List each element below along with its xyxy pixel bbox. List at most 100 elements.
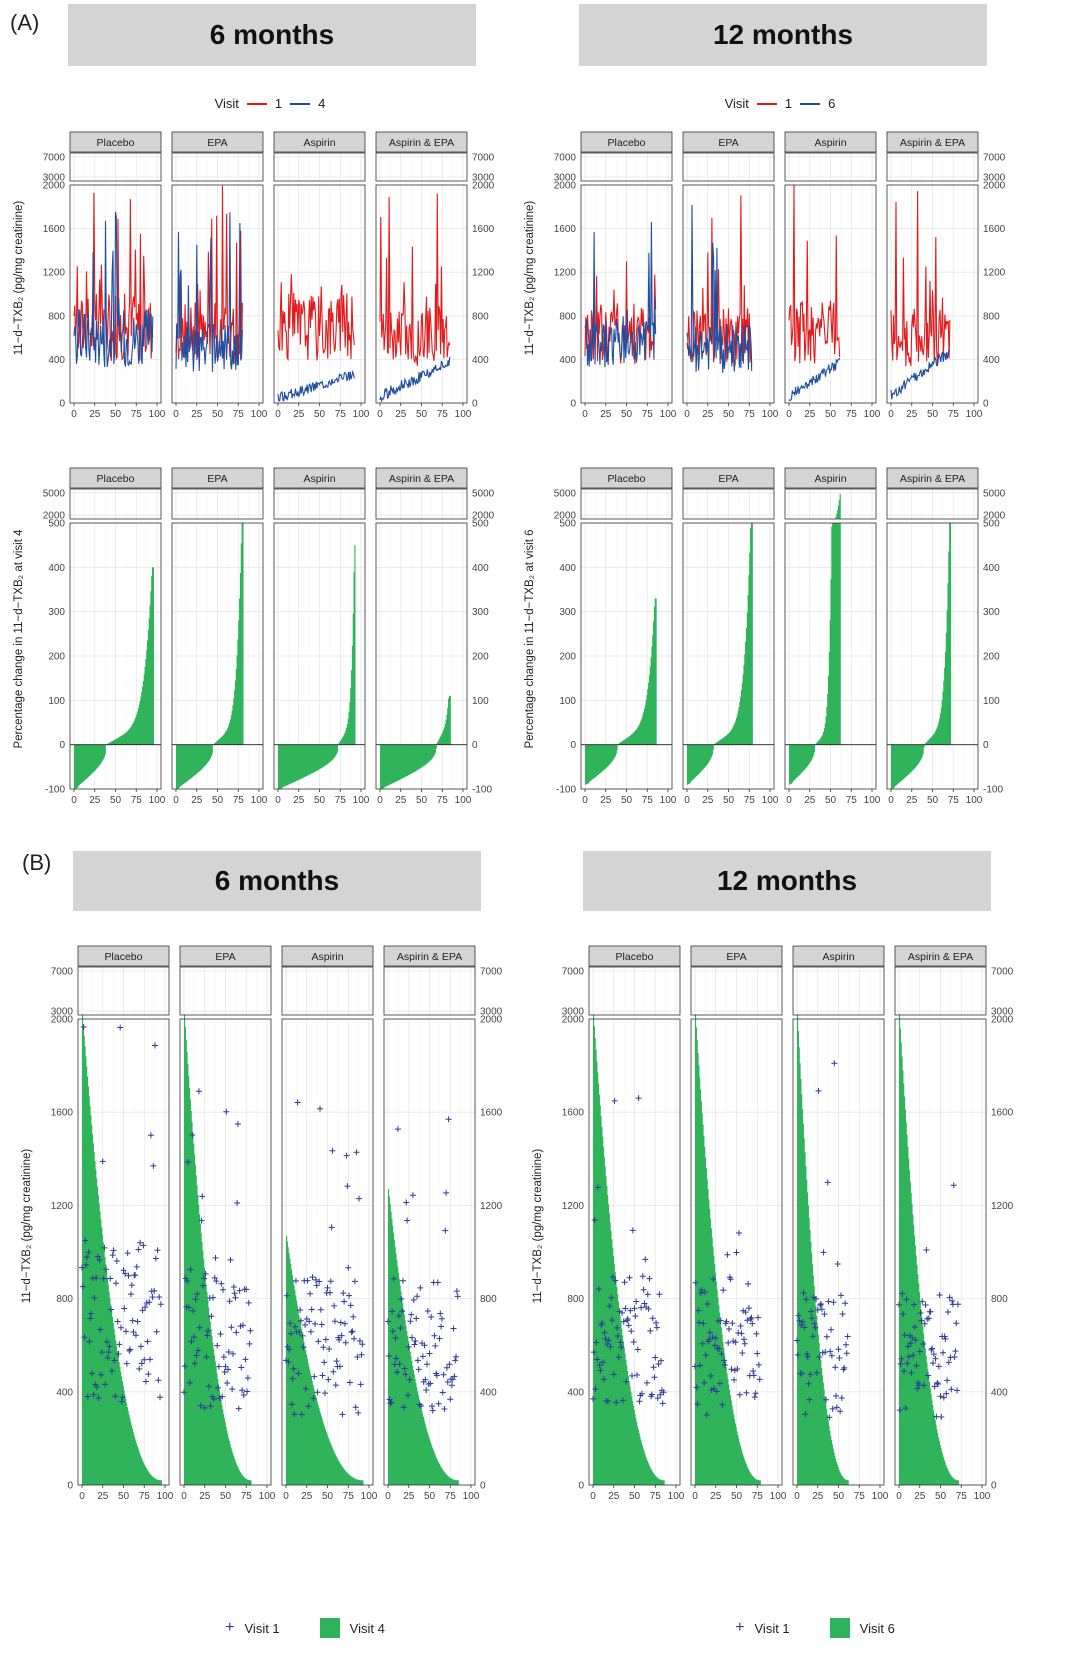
bar	[91, 1134, 94, 1485]
facet-label: Aspirin	[814, 473, 846, 485]
bar	[82, 744, 84, 782]
bar	[610, 744, 612, 763]
y-tick-label: 5000	[554, 489, 577, 500]
y-tick-label: 200	[559, 652, 576, 663]
bar	[894, 744, 896, 787]
bar	[195, 744, 198, 774]
facet-strip	[580, 131, 673, 153]
point-visit1	[203, 1353, 210, 1360]
point-visit1	[100, 1275, 107, 1282]
bar	[612, 744, 614, 761]
point-visit1	[150, 1162, 157, 1169]
point-visit1	[290, 1365, 297, 1372]
point-visit1	[833, 1392, 840, 1399]
bar	[903, 744, 905, 779]
bar	[927, 740, 929, 745]
bar	[608, 744, 610, 766]
bar	[318, 744, 320, 770]
bar	[726, 735, 728, 745]
point-visit1	[234, 1121, 241, 1128]
point-visit1	[121, 1305, 128, 1312]
y-tick-label: 2000	[554, 181, 577, 192]
bar	[613, 744, 615, 760]
bar	[891, 744, 893, 789]
bar	[201, 744, 203, 769]
bar	[804, 1152, 806, 1485]
bar	[944, 1462, 946, 1485]
bar	[663, 1480, 665, 1485]
point-visit1	[804, 1353, 811, 1360]
bar	[706, 744, 709, 765]
point-visit1	[445, 1116, 452, 1123]
bar	[381, 744, 383, 789]
facet-strip	[281, 945, 374, 967]
bar	[353, 1478, 355, 1485]
bar	[193, 1154, 196, 1485]
facet-label: EPA	[718, 137, 738, 149]
bar	[627, 737, 629, 745]
bar	[407, 1341, 410, 1485]
x-tick-label: 25	[293, 795, 305, 806]
point-visit1	[338, 1332, 345, 1339]
panel-frame	[273, 152, 366, 182]
bar	[758, 1480, 760, 1485]
bar	[152, 567, 154, 745]
bar	[437, 741, 439, 745]
bar	[291, 744, 293, 784]
bar	[151, 575, 153, 745]
x-tick-label: 0	[684, 409, 690, 420]
point-visit1	[224, 1380, 231, 1387]
facet-strip	[784, 131, 877, 153]
point-visit1	[653, 1324, 660, 1331]
bar	[185, 1039, 187, 1485]
bar	[741, 682, 743, 745]
bar	[917, 744, 919, 765]
bar	[308, 1366, 310, 1485]
point-visit1	[132, 1332, 139, 1339]
bar	[936, 727, 938, 745]
bar	[111, 1316, 114, 1485]
bar	[830, 579, 832, 745]
x-tick-label: 75	[642, 795, 654, 806]
bar	[645, 700, 647, 745]
x-tick-label: 100	[966, 409, 983, 420]
bar	[808, 744, 811, 764]
bar	[904, 744, 906, 778]
facet-label: Aspirin	[303, 473, 335, 485]
bar	[908, 1170, 911, 1485]
bar	[84, 744, 86, 780]
bar	[292, 744, 295, 783]
bar	[601, 1126, 603, 1485]
banner-a-left: 6 months	[68, 4, 476, 66]
bar	[815, 1306, 817, 1485]
bar	[748, 575, 750, 745]
point-visit1	[136, 1365, 143, 1372]
bar	[135, 1443, 138, 1485]
point-visit1	[208, 1313, 215, 1320]
point-visit1	[812, 1324, 819, 1331]
x-tick-label: 75	[139, 1491, 151, 1502]
bar	[726, 734, 728, 745]
bar	[828, 651, 830, 745]
point-visit1	[247, 1327, 254, 1334]
bar	[806, 1179, 808, 1485]
bar	[180, 744, 183, 786]
bar	[687, 744, 689, 785]
bar	[928, 1382, 931, 1485]
bar	[227, 1434, 229, 1485]
x-tick-label: 75	[233, 795, 245, 806]
series-visitn-line	[277, 369, 355, 402]
point-visit1	[803, 1350, 810, 1357]
bar	[316, 1401, 318, 1485]
bar	[346, 1472, 348, 1485]
bar	[831, 1440, 833, 1485]
panel-frame	[77, 966, 170, 1016]
bar	[434, 744, 436, 753]
x-tick-label: 25	[600, 795, 612, 806]
bar	[646, 695, 648, 745]
y-tick-label: 1600	[554, 224, 577, 235]
point-visit1	[922, 1302, 929, 1309]
bar	[638, 724, 641, 745]
bar	[625, 738, 627, 745]
